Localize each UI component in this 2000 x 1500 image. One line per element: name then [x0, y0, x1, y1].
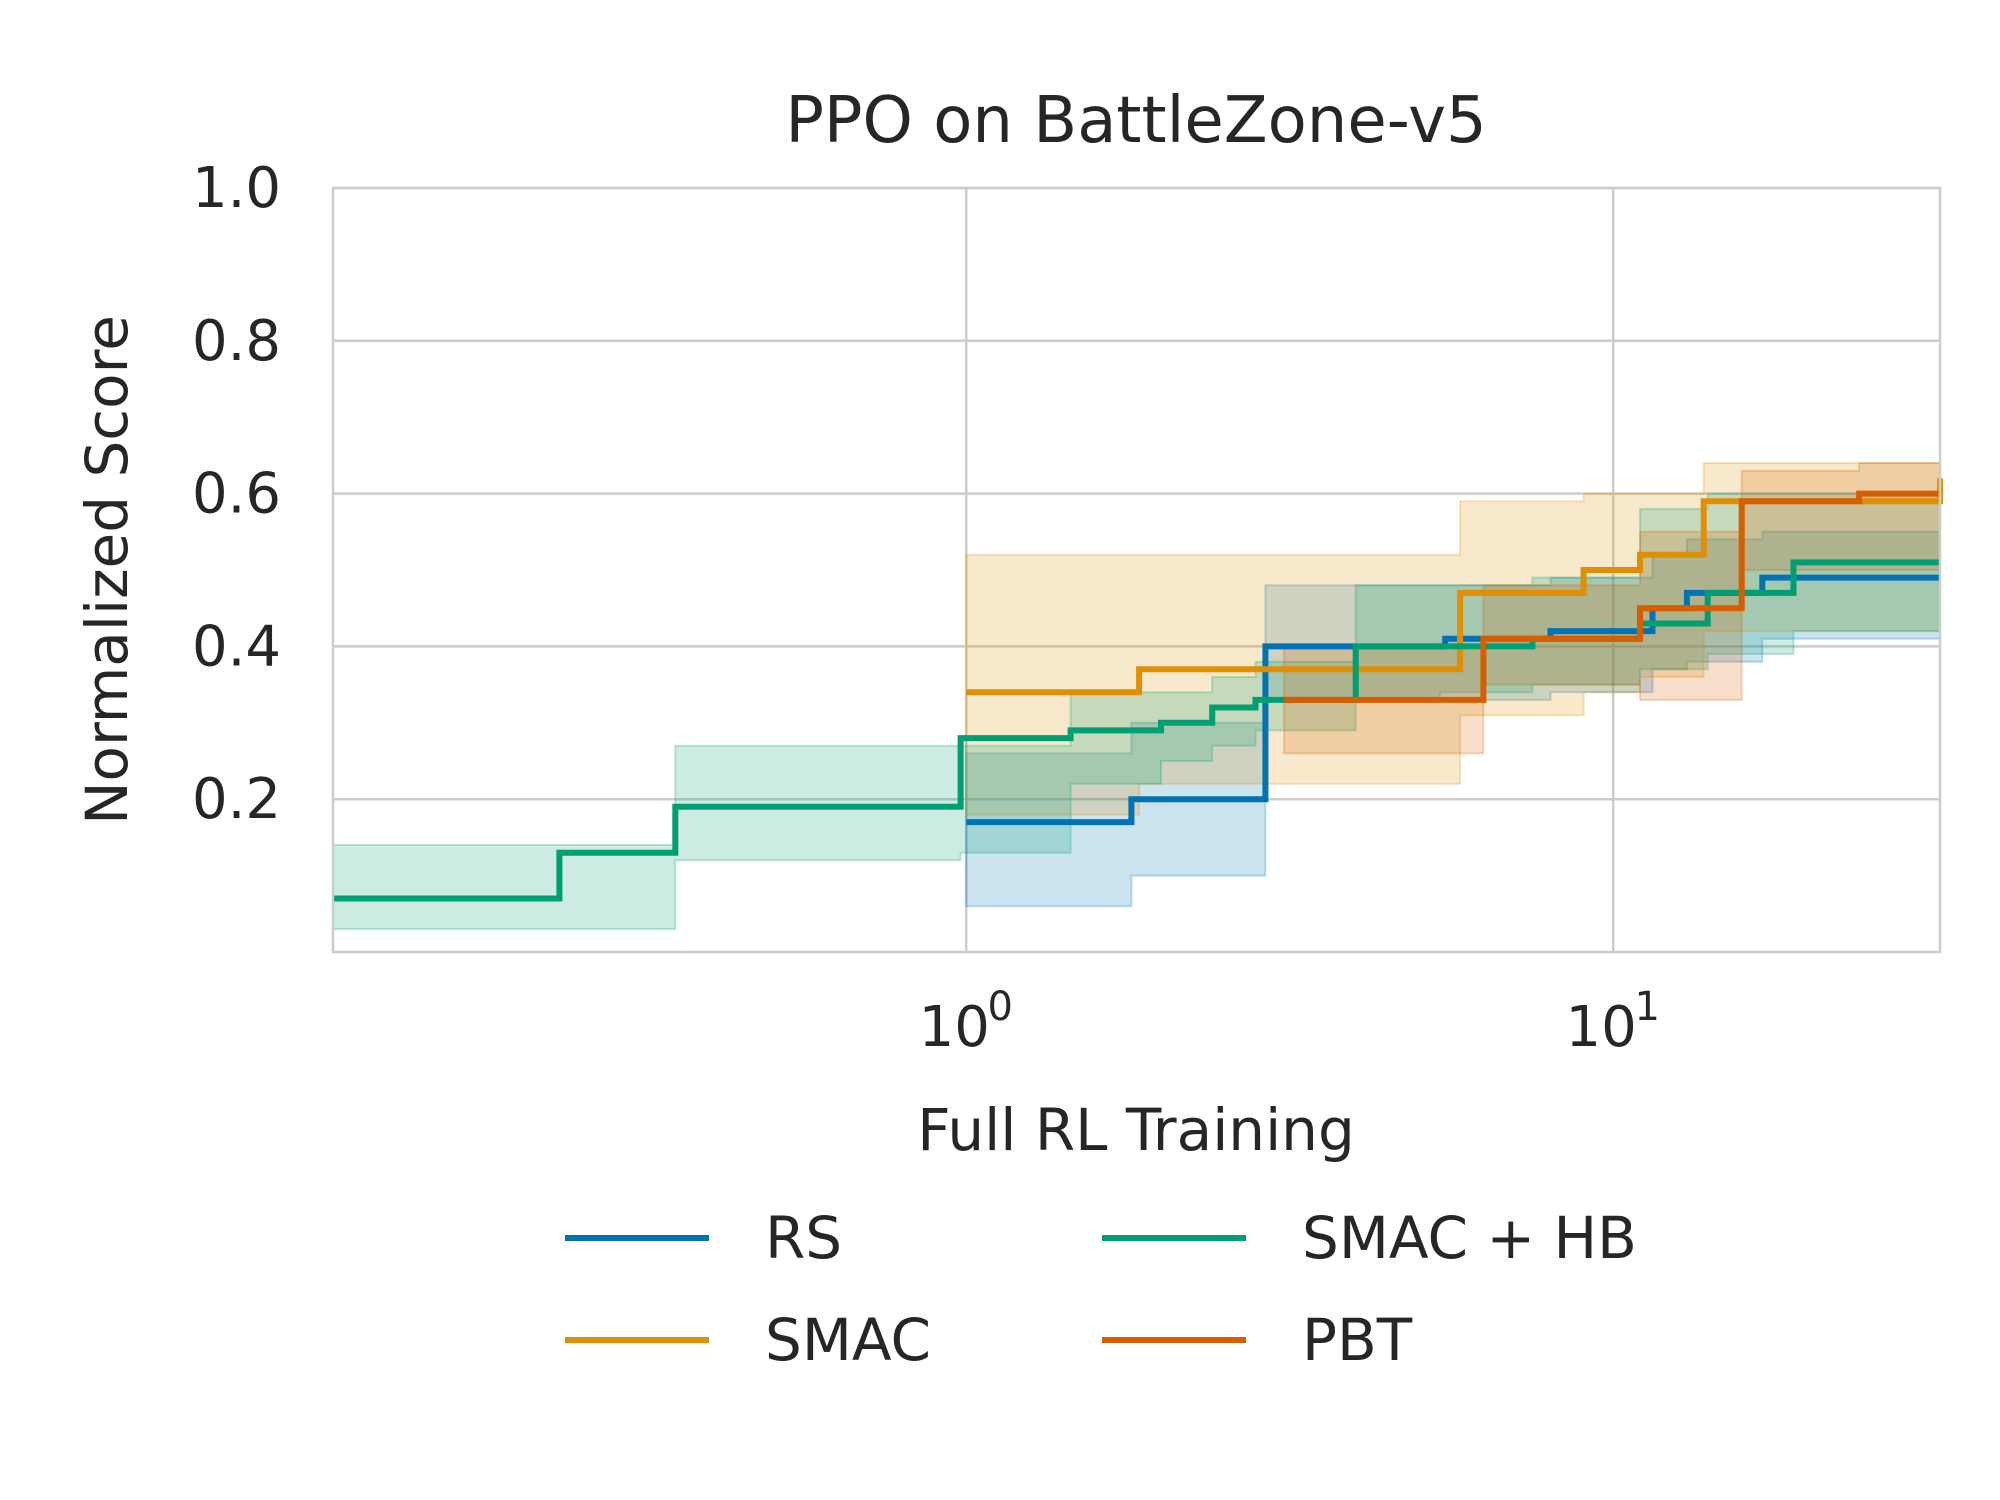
y-tick-label: 0.4 [192, 614, 281, 679]
series-lines [333, 478, 1943, 902]
y-tick-label: 1.0 [192, 156, 281, 221]
legend-label-rs: RS [765, 1204, 842, 1272]
legend-label-smac-hb: SMAC + HB [1302, 1204, 1637, 1272]
series-line-pbt [1284, 490, 1940, 703]
band-smac-hb [332, 492, 1941, 931]
x-tick-label: 10 [919, 995, 990, 1060]
y-tick-label: 0.2 [192, 767, 281, 832]
x-tick-exponent: 1 [1634, 984, 1659, 1030]
y-axis-label: Normalized Score [73, 315, 141, 825]
plot-background [333, 188, 1940, 952]
legend: RS SMAC SMAC + HB PBT [565, 1204, 1637, 1374]
legend-label-smac: SMAC [765, 1306, 931, 1374]
y-tick-label: 0.6 [192, 462, 281, 527]
gridlines [333, 186, 1940, 952]
x-tick-labels: 100 101 [919, 984, 1660, 1060]
series-line-smac [966, 478, 1943, 696]
series-line-smac-hb [333, 559, 1940, 902]
chart-title: PPO on BattleZone-v5 [785, 84, 1486, 158]
y-tick-label: 0.8 [192, 309, 281, 374]
x-tick-exponent: 0 [988, 984, 1013, 1030]
legend-label-pbt: PBT [1302, 1306, 1413, 1374]
x-axis-label: Full RL Training [917, 1096, 1355, 1164]
plot-frame [331, 186, 1942, 954]
y-tick-labels: 0.2 0.4 0.6 0.8 1.0 [192, 156, 281, 832]
x-tick-label: 10 [1566, 995, 1637, 1060]
